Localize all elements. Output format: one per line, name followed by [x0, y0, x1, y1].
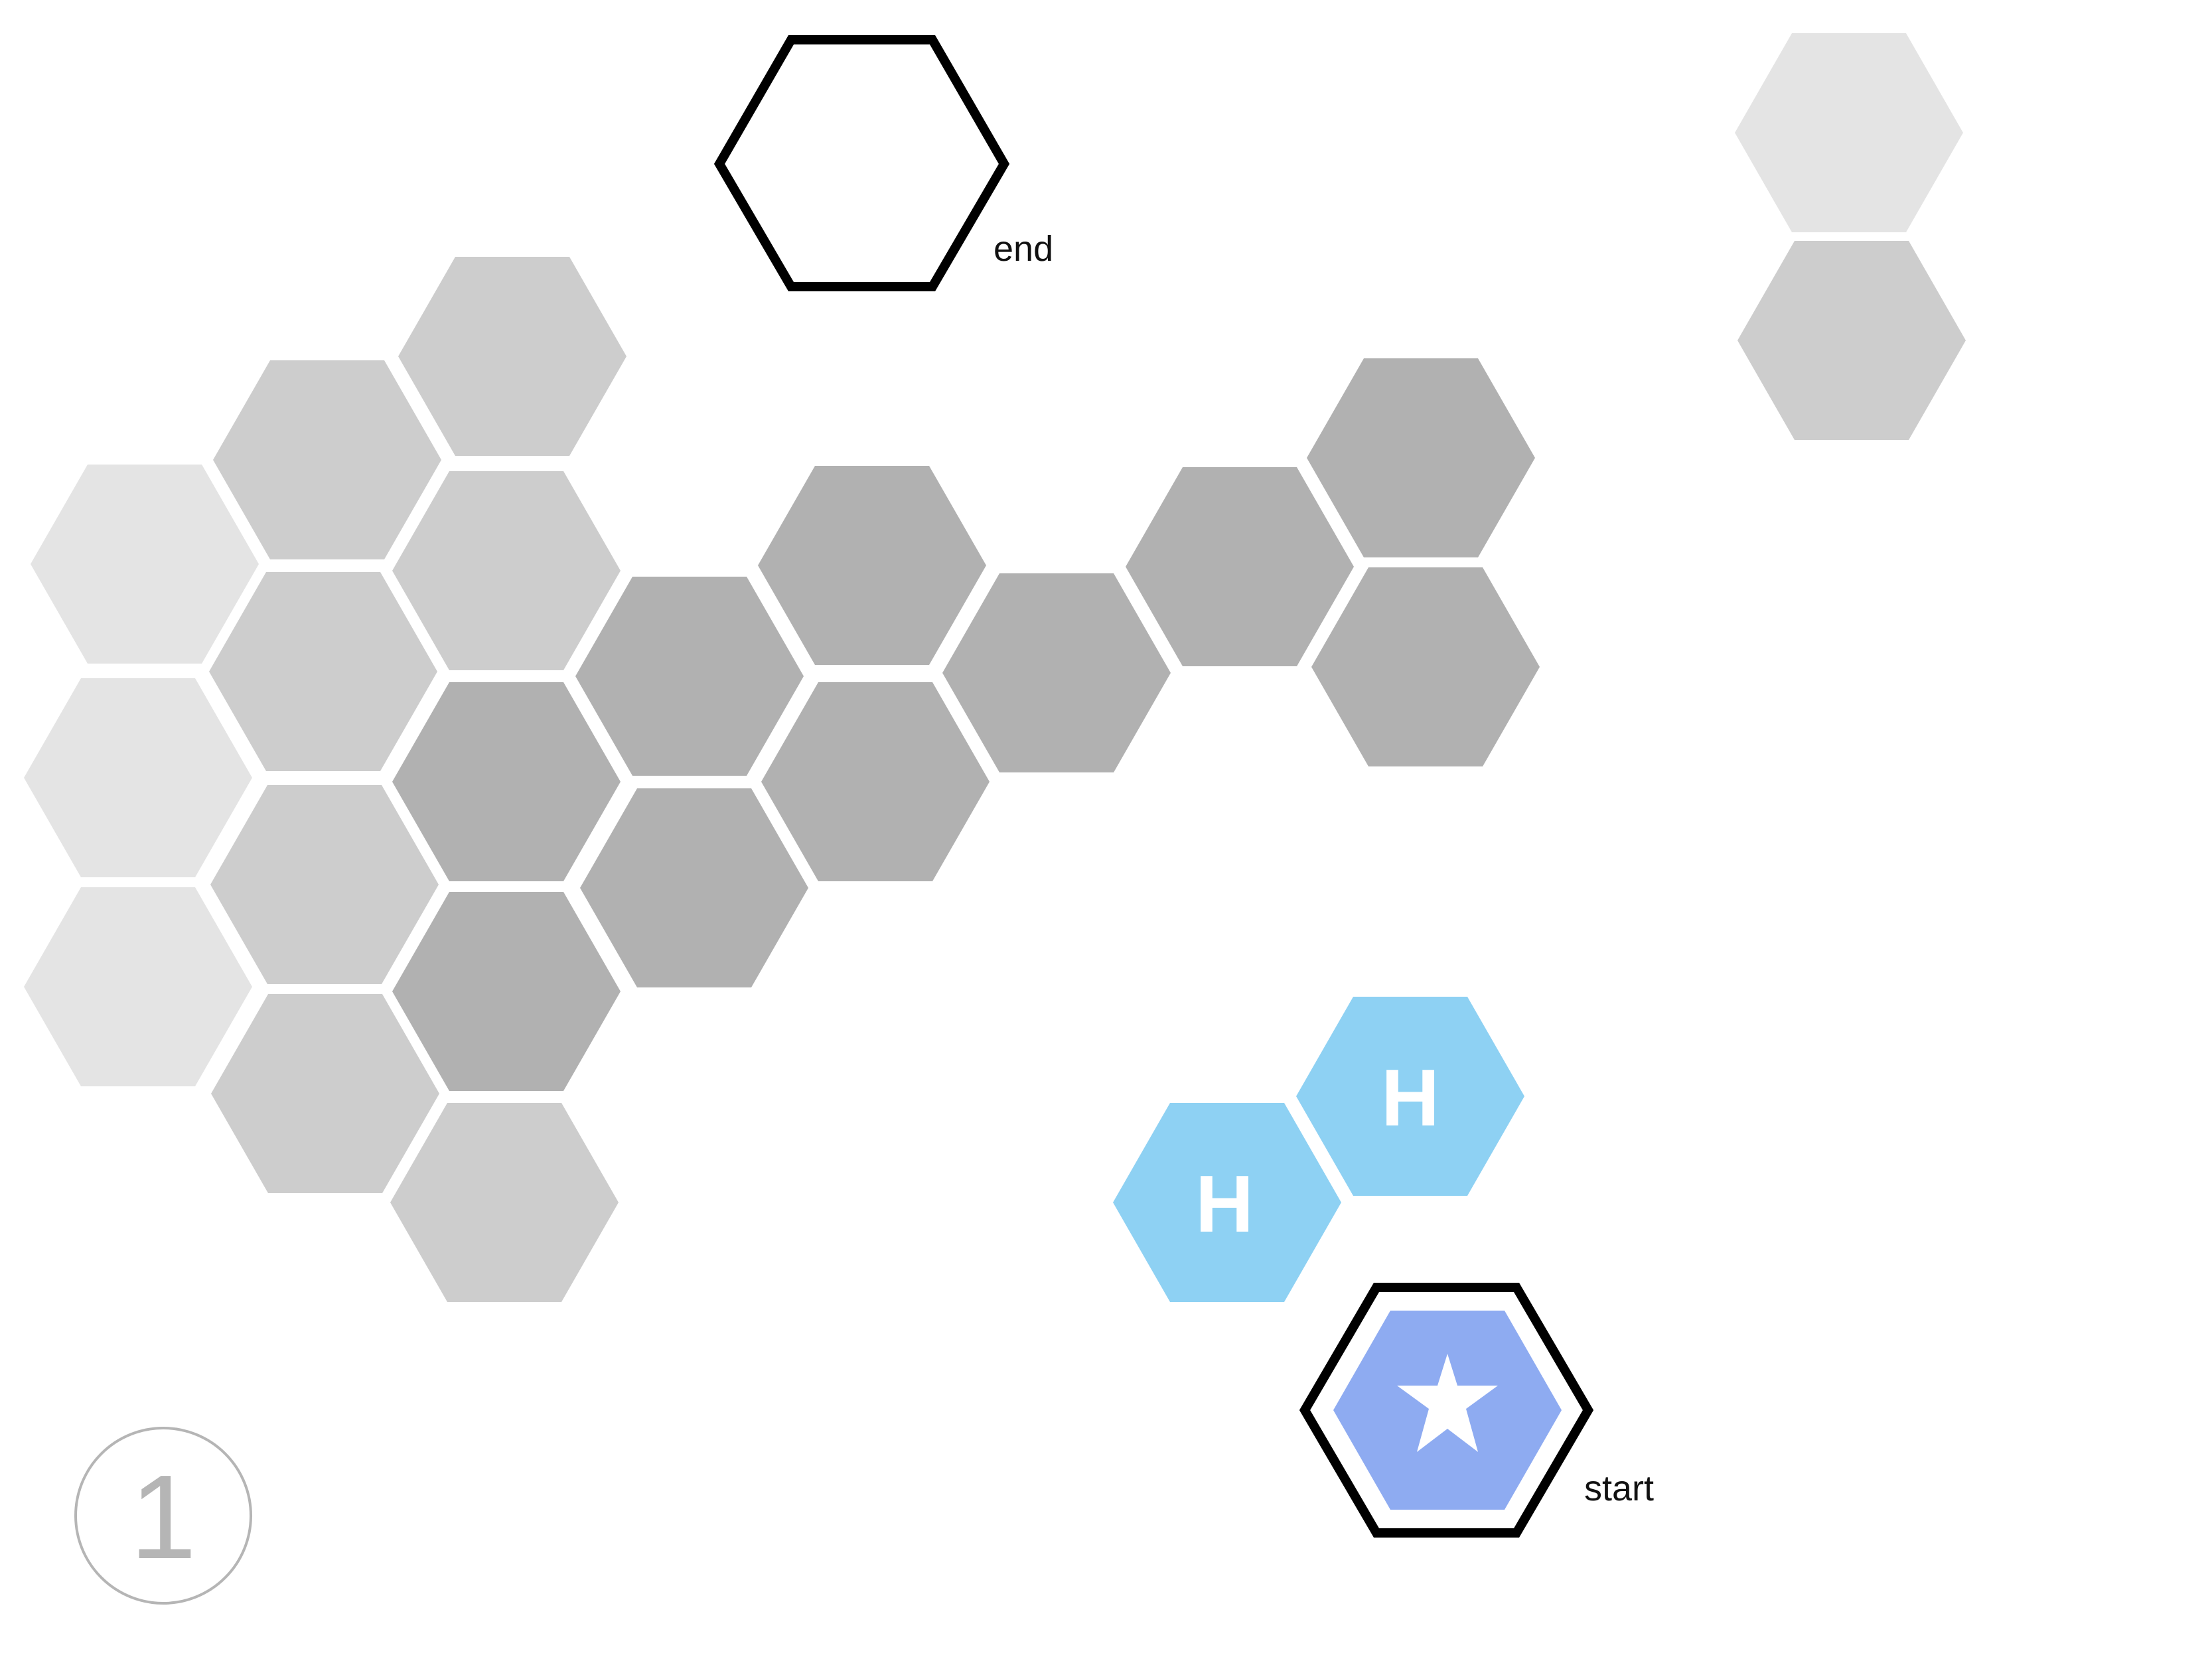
mid-tile[interactable] [398, 257, 627, 456]
end-marker [713, 35, 1010, 291]
start-marker-outline [1299, 1283, 1594, 1538]
start-marker[interactable] [1299, 1283, 1594, 1538]
dark-tile[interactable] [575, 577, 804, 776]
level-badge: 1 [74, 1427, 252, 1605]
mid-tile[interactable] [209, 572, 437, 771]
light-tile[interactable] [24, 678, 252, 877]
mid-tile[interactable] [210, 785, 439, 984]
mid-tile[interactable] [213, 360, 441, 559]
hint-tile-upper[interactable]: H [1296, 997, 1524, 1196]
light-tile[interactable] [24, 887, 252, 1086]
dark-tile[interactable] [1311, 567, 1540, 766]
mid-tile[interactable] [392, 471, 621, 670]
dark-tile[interactable] [758, 466, 986, 665]
dark-tile[interactable] [392, 892, 621, 1091]
light-tile-group [24, 33, 1963, 1086]
end-label: end [994, 229, 1053, 269]
dark-tile[interactable] [942, 573, 1171, 772]
mid-tile[interactable] [1737, 241, 1966, 440]
level-badge-ring [74, 1427, 252, 1605]
mid-tile[interactable] [390, 1103, 619, 1302]
hint-tile[interactable] [1296, 997, 1524, 1196]
mid-tile[interactable] [211, 994, 439, 1193]
start-label: start [1584, 1469, 1654, 1508]
hint-tile[interactable] [1113, 1103, 1341, 1302]
dark-tile-group [392, 358, 1540, 1091]
star-icon [1397, 1354, 1498, 1452]
light-tile[interactable] [1735, 33, 1963, 232]
dark-tile[interactable] [580, 788, 808, 987]
dark-tile[interactable] [1126, 467, 1354, 666]
dark-tile[interactable] [761, 682, 990, 881]
level-number: 1 [130, 1451, 196, 1584]
hint-tile-lower[interactable]: H [1113, 1103, 1341, 1302]
light-tile[interactable] [31, 465, 259, 664]
mid-tile-group [209, 241, 1966, 1302]
dark-tile[interactable] [392, 682, 621, 881]
end-marker-outline [713, 35, 1010, 291]
hint-letter: H [1195, 1159, 1254, 1249]
hint-letter: H [1381, 1052, 1439, 1143]
dark-tile[interactable] [1307, 358, 1535, 557]
